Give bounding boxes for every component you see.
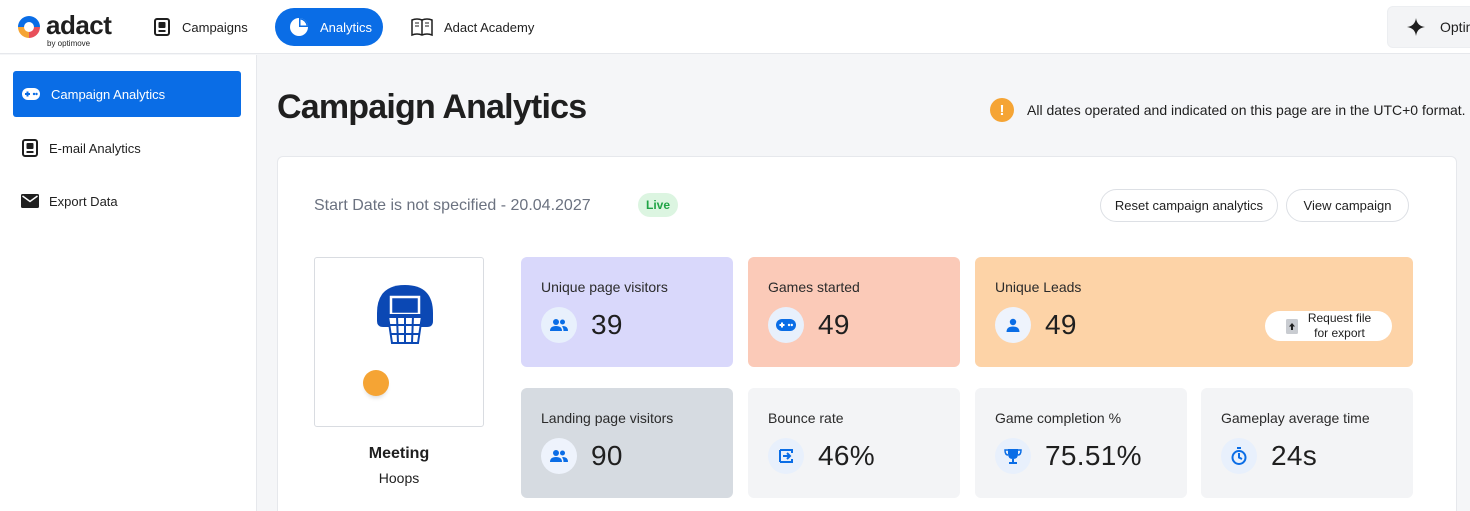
sidebar: Campaign Analytics E-mail Analytics Expo…: [0, 55, 257, 511]
stat-landing-page-visitors: Landing page visitors 90: [521, 388, 733, 498]
stat-unique-page-visitors: Unique page visitors 39: [521, 257, 733, 367]
stat-game-completion: Game completion % 75.51%: [975, 388, 1187, 498]
sidebar-item-label: E-mail Analytics: [49, 140, 141, 156]
page-title: Campaign Analytics: [277, 88, 587, 126]
sparkle-icon: [1407, 18, 1425, 36]
stat-value: 46%: [818, 440, 875, 471]
nav-academy-label: Adact Academy: [444, 19, 535, 35]
users-icon: [541, 307, 577, 343]
stat-value: 90: [591, 440, 623, 471]
stat-value: 49: [1045, 309, 1077, 340]
adact-logo-icon: [18, 16, 40, 38]
stat-gameplay-average-time: Gameplay average time 24s: [1201, 388, 1413, 498]
optimove-button[interactable]: Optimove: [1387, 6, 1470, 48]
stat-value: 39: [591, 309, 623, 340]
stat-bounce-rate: Bounce rate 46%: [748, 388, 960, 498]
file-upload-icon: [1285, 318, 1298, 334]
logo-wordmark: adact: [46, 10, 112, 40]
nav-campaigns[interactable]: Campaigns: [152, 8, 248, 46]
nav-academy[interactable]: Adact Academy: [410, 8, 534, 46]
view-campaign-button[interactable]: View campaign: [1286, 189, 1409, 222]
campaign-type: Hoops: [378, 470, 420, 486]
nav-analytics-label: Analytics: [320, 19, 373, 35]
request-export-line-1: Request file: [1307, 311, 1372, 325]
stat-label: Unique Leads: [995, 279, 1082, 295]
stat-label: Gameplay average time: [1221, 410, 1370, 426]
stat-value: 49: [818, 309, 850, 340]
status-badge: Live: [638, 193, 679, 217]
sidebar-item-label: Export Data: [49, 193, 118, 209]
book-icon: [22, 139, 38, 157]
gamepad-icon: [22, 88, 40, 100]
adact-logo[interactable]: adact by optimove: [16, 10, 126, 50]
utc-notice: ! All dates operated and indicated on th…: [990, 98, 1466, 122]
stat-games-started: Games started 49: [748, 257, 960, 367]
utc-notice-text: All dates operated and indicated on this…: [1027, 102, 1466, 118]
stat-label: Games started: [768, 279, 860, 295]
request-export-line-2: for export: [1314, 326, 1365, 340]
pie-chart-icon: [290, 18, 308, 36]
sidebar-item-email-analytics[interactable]: E-mail Analytics: [13, 125, 241, 171]
sidebar-item-export-data[interactable]: Export Data: [13, 178, 241, 224]
date-range: Start Date is not specified - 20.04.2027: [314, 197, 591, 214]
stat-value: 24s: [1271, 440, 1318, 471]
request-export-button[interactable]: Request file for export: [1265, 311, 1392, 341]
nav-analytics[interactable]: Analytics: [275, 8, 383, 46]
trophy-icon: [995, 438, 1031, 474]
stat-value: 75.51%: [1045, 440, 1142, 471]
stat-label: Game completion %: [995, 410, 1122, 426]
stat-unique-leads: Unique Leads 49 Request file for export: [975, 257, 1413, 367]
stat-label: Unique page visitors: [541, 279, 668, 295]
top-navigation-bar: adact by optimove Campaigns Analytics Ad…: [0, 0, 1470, 54]
request-export-label: Request file for export: [1308, 311, 1371, 341]
logo-byline: by optimove: [47, 39, 91, 48]
envelope-icon: [21, 194, 39, 208]
sidebar-item-label: Campaign Analytics: [51, 86, 166, 102]
basketball-hoop-icon: [377, 285, 433, 344]
users-icon: [541, 438, 577, 474]
user-icon: [995, 307, 1031, 343]
basketball-ball-icon: [363, 370, 389, 396]
campaign-name: Meeting: [368, 445, 430, 462]
campaign-thumbnail[interactable]: [314, 257, 484, 427]
open-book-icon: [411, 18, 433, 37]
exit-arrow-icon: [768, 438, 804, 474]
campaign-summary-card: Start Date is not specified - 20.04.2027…: [277, 156, 1457, 511]
gamepad-icon: [768, 307, 804, 343]
info-icon: !: [990, 98, 1014, 122]
timer-icon: [1221, 438, 1257, 474]
book-icon: [154, 18, 170, 36]
stat-label: Landing page visitors: [541, 410, 674, 426]
reset-analytics-button[interactable]: Reset campaign analytics: [1100, 189, 1278, 222]
stat-label: Bounce rate: [768, 410, 844, 426]
nav-campaigns-label: Campaigns: [182, 19, 248, 35]
sidebar-item-campaign-analytics[interactable]: Campaign Analytics: [13, 71, 241, 117]
optimove-button-label: Optimove: [1440, 19, 1470, 35]
